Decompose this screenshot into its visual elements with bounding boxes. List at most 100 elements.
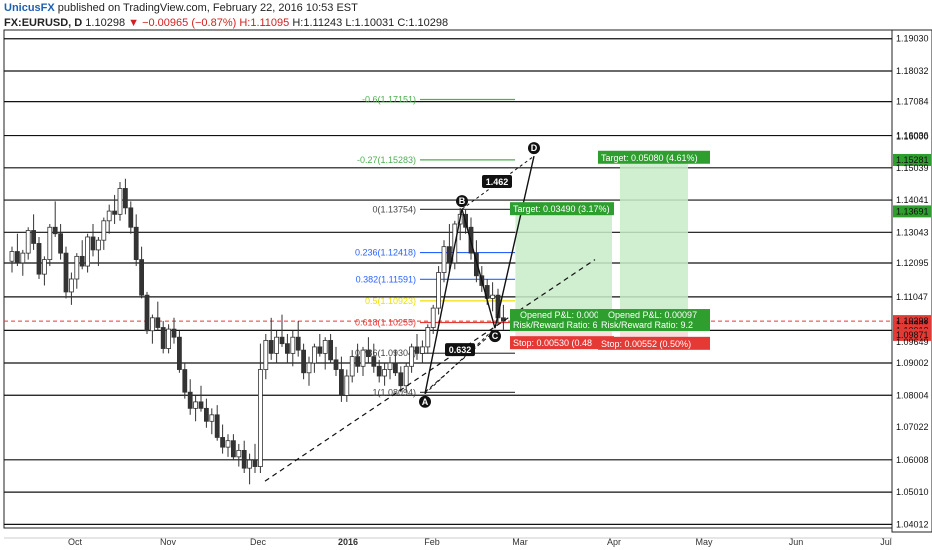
x-tick-label: Apr: [607, 537, 621, 547]
candle-body: [382, 369, 388, 377]
candle-body: [317, 346, 323, 354]
target-box: [598, 150, 710, 164]
pnl-box: [598, 309, 710, 332]
x-tick-label: Feb: [424, 537, 440, 547]
candle-body: [31, 230, 37, 244]
candle-body: [90, 236, 96, 251]
price-tag: [893, 153, 931, 166]
candle-body: [63, 252, 69, 293]
candle-body: [42, 259, 47, 275]
y-tick-label: 1.06008: [896, 455, 929, 465]
fib-level-label: -0.6(1.17151): [362, 94, 416, 104]
x-tick-label: 2016: [338, 537, 358, 547]
abcd-pattern-line: [424, 155, 535, 394]
candle-body: [214, 414, 220, 438]
candle-body: [20, 252, 26, 264]
opened-pnl-label: Opened P&L: 0.00097: [608, 310, 697, 320]
y-tick-label: 1.10298: [896, 316, 929, 326]
candle-body: [419, 346, 425, 354]
last-price: 1.10298: [85, 17, 126, 29]
symbol-bar: FX:EURUSD, D 1.10298 ▼ −0.00965 (−0.87%)…: [4, 17, 448, 29]
fib-level-label: 0(1.13754): [372, 204, 416, 214]
pattern-point-label: A: [422, 397, 429, 407]
author-link[interactable]: UnicusFX: [4, 2, 55, 14]
trendline-dashed: [424, 330, 496, 393]
x-tick-label: May: [695, 537, 713, 547]
symbol-name[interactable]: FX:EURUSD, D: [4, 17, 83, 29]
candle-body: [176, 336, 182, 370]
ohlc-h2: H:1.11243: [292, 17, 343, 29]
stop-box: [598, 336, 710, 350]
y-tick-label: 1.08004: [896, 390, 929, 400]
ratio-label: 1.462: [486, 177, 509, 187]
candle-body: [263, 340, 269, 370]
price-tag: [893, 205, 931, 218]
target-zone: [620, 156, 688, 322]
candle-body: [376, 365, 382, 377]
candle-body: [236, 449, 242, 458]
candle-body: [14, 251, 20, 264]
price-axis: [891, 29, 932, 533]
candle-body: [58, 233, 63, 254]
fib-level-label: 0.5(1.10923): [365, 296, 416, 306]
candle-body: [187, 391, 193, 409]
pattern-point-marker: [489, 330, 501, 343]
down-arrow-icon: ▼: [128, 17, 140, 29]
risk-reward-label: Risk/Reward Ratio: 9.2: [601, 320, 693, 330]
fib-level-label: 0.382(1.11591): [356, 274, 416, 284]
candle-body: [52, 226, 58, 235]
candle-body: [101, 220, 107, 241]
x-tick-label: Dec: [250, 537, 267, 547]
candle-body: [25, 230, 31, 254]
candle-body: [203, 407, 209, 422]
candle-body: [9, 251, 15, 262]
candle-body: [74, 255, 80, 280]
candle-body: [182, 369, 188, 393]
candle-body: [365, 349, 371, 358]
candle-body: [371, 356, 377, 367]
candle-body: [338, 369, 344, 396]
y-tick-label: 1.19030: [896, 34, 929, 44]
y-tick-label: 1.16036: [896, 131, 929, 141]
target-box: [510, 202, 614, 216]
candle-body: [430, 307, 436, 328]
candle-body: [436, 272, 442, 309]
candle-body: [360, 349, 366, 367]
y-tick-label: 1.17084: [896, 97, 929, 107]
x-tick-label: Jul: [880, 537, 892, 547]
candle-body: [333, 359, 339, 370]
fib-level-label: 0.786(1.09304): [355, 348, 416, 358]
candle-body: [85, 236, 90, 267]
candle-body: [139, 259, 145, 296]
price-tag: [893, 315, 931, 328]
candle-body: [328, 340, 334, 361]
y-tick-label: 1.13043: [896, 227, 929, 237]
fib-level-label: 1(1.08094): [372, 387, 416, 397]
candle-body: [96, 239, 101, 251]
y-tick-label: 1.12095: [896, 258, 929, 268]
candle-body: [106, 210, 112, 222]
y-tick-label: 1.05010: [896, 487, 929, 497]
stop-label: Stop: 0.00552 (0.50%): [601, 339, 691, 349]
y-tick-label: 1.15039: [896, 163, 929, 173]
ratio-label-box: [445, 343, 475, 357]
candle-body: [36, 243, 42, 275]
risk-reward-label: Risk/Reward Ratio: 6: [513, 320, 598, 330]
candle-body: [349, 356, 355, 377]
candle-body: [69, 278, 74, 293]
y-tick-label: 1.15281: [896, 155, 929, 165]
ohlc-h: H:1.11095: [239, 17, 290, 29]
ohlc-l: L:1.10031: [345, 17, 395, 29]
candle-body: [193, 401, 199, 409]
candle-body: [133, 226, 139, 260]
publish-info: published on TradingView.com, February 2…: [57, 2, 358, 14]
pattern-point-label: C: [492, 331, 499, 341]
candle-body: [473, 252, 479, 277]
target-label: Target: 0.03490 (3.17%): [513, 204, 610, 214]
y-tick-label: 1.14041: [896, 195, 929, 205]
y-tick-label: 1.10201: [896, 319, 929, 329]
stop-label: Stop: 0.00530 (0.48: [513, 338, 592, 348]
candle-body: [47, 226, 53, 260]
candle-body: [247, 459, 253, 469]
